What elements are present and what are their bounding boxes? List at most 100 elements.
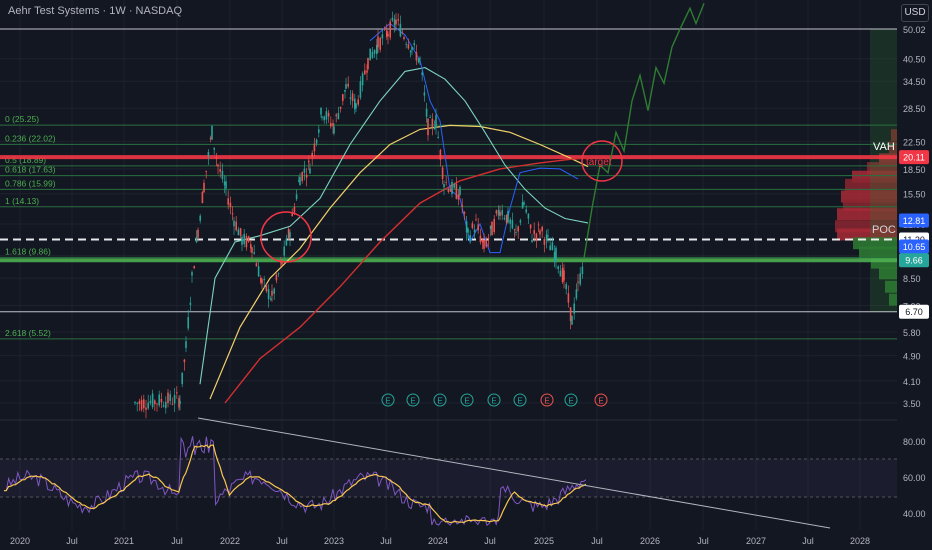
earnings-marker <box>460 393 474 407</box>
candle-body <box>443 183 445 188</box>
price-tick: 3.50 <box>903 399 921 409</box>
target-label: target <box>586 157 612 168</box>
candle-body <box>487 237 490 240</box>
candle-body <box>367 57 369 69</box>
time-tick: 2023 <box>324 536 344 546</box>
candle-body <box>519 220 522 223</box>
time-tick: 2022 <box>220 536 240 546</box>
earnings-marker-label: E <box>385 397 390 406</box>
time-tick: Jul <box>591 536 603 546</box>
candle-body <box>461 205 463 207</box>
volume-profile-bar <box>845 178 897 191</box>
candle-body <box>223 181 226 186</box>
candle-body <box>359 81 362 98</box>
candle-body <box>427 118 429 136</box>
fib-label: 0.236 (22.02) <box>5 133 56 143</box>
candle-body <box>345 84 347 89</box>
candle-body <box>541 226 543 232</box>
candle-body <box>169 394 171 401</box>
candle-body <box>277 273 280 275</box>
time-tick: Jul <box>697 536 709 546</box>
price-tag-label: 20.11 <box>903 153 925 163</box>
candle-body <box>515 232 517 233</box>
earnings-marker-label: E <box>437 397 442 406</box>
candle-body <box>421 72 423 76</box>
candle-body <box>535 233 538 240</box>
candle-body <box>509 219 511 224</box>
candle-body <box>571 316 573 325</box>
candle-body <box>489 225 492 229</box>
candle-body <box>193 266 195 269</box>
candle-body <box>437 136 439 138</box>
candle-body <box>251 247 253 253</box>
candle-body <box>405 43 407 45</box>
candle-body <box>219 169 221 172</box>
candle-body <box>485 240 487 247</box>
earnings-marker <box>433 393 447 407</box>
candle-body <box>565 284 567 290</box>
candle-body <box>559 270 562 277</box>
candle-body <box>229 202 232 208</box>
volume-profile-bar <box>859 246 897 259</box>
candle-body <box>417 58 420 63</box>
candle-body <box>185 341 187 349</box>
candle-body <box>187 317 189 329</box>
candle-body <box>463 211 466 214</box>
candle-body <box>149 400 152 404</box>
candle-body <box>143 399 145 409</box>
candle-body <box>250 244 252 249</box>
candle-body <box>335 114 337 117</box>
candle-body <box>391 17 394 21</box>
candle-body <box>577 281 579 283</box>
candle-body <box>415 52 418 61</box>
candle-body <box>569 307 572 322</box>
currency-button[interactable]: USD <box>901 4 929 22</box>
time-tick: Jul <box>802 536 814 546</box>
candle-body <box>181 372 183 385</box>
earnings-marker <box>406 393 420 407</box>
candle-body <box>299 176 301 186</box>
candle-body <box>201 192 204 204</box>
candle-body <box>493 218 495 233</box>
candle-body <box>579 273 581 285</box>
candle-body <box>205 170 207 172</box>
candle-body <box>399 23 402 37</box>
candle-body <box>160 398 163 403</box>
fib-label: 1 (14.13) <box>5 196 39 206</box>
candle-body <box>151 393 154 408</box>
candle-body <box>507 210 509 223</box>
candle-body <box>263 279 265 281</box>
candle-body <box>347 83 349 87</box>
fib-label: 1.618 (9.86) <box>5 246 51 256</box>
candle-body <box>369 48 371 61</box>
time-axis[interactable]: 2020 Jul 2021 Jul 2022 Jul 2023 Jul 2024 Jul 2025 J… <box>10 536 870 546</box>
time-tick: 2021 <box>114 536 134 546</box>
candle-body <box>379 37 381 50</box>
rsi-tick: 60.00 <box>903 473 926 483</box>
candle-body <box>275 274 278 281</box>
candle-body <box>419 57 421 59</box>
candle-body <box>441 167 444 179</box>
candle-body <box>447 188 450 192</box>
candle-body <box>291 212 293 217</box>
candle-body <box>403 37 405 40</box>
candle-body <box>241 236 243 245</box>
time-tick: 2025 <box>534 536 554 546</box>
candle-body <box>158 394 160 406</box>
fib-label: 0.786 (15.99) <box>5 178 56 188</box>
candle-body <box>401 32 404 34</box>
moving-averages <box>199 22 589 404</box>
poc-label: POC <box>872 224 896 236</box>
candle-body <box>409 50 412 53</box>
candle-body <box>337 112 340 120</box>
price-tag <box>899 150 929 165</box>
candle-body <box>511 220 514 229</box>
time-tick: Jul <box>276 536 288 546</box>
value-area <box>870 29 897 312</box>
price-tag <box>899 253 929 268</box>
earnings-marker <box>487 393 501 407</box>
candle-body <box>313 143 316 152</box>
candle-body <box>445 182 447 183</box>
candle-body <box>529 224 532 229</box>
